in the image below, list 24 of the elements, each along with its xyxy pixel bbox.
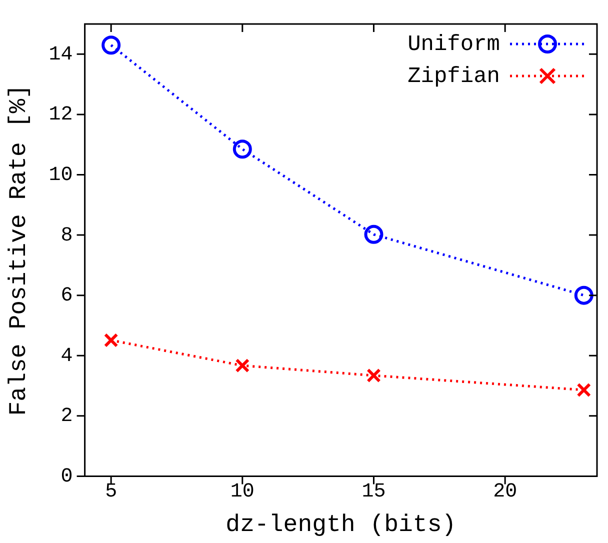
y-tick-label: 8 — [60, 224, 73, 248]
y-axis-title: False Positive Rate [%] — [6, 84, 33, 416]
x-tick-label: 15 — [362, 480, 386, 504]
y-tick-label: 14 — [48, 43, 73, 66]
y-tick-label: 4 — [60, 344, 73, 368]
y-tick-label: 6 — [60, 284, 73, 308]
legend-label: Uniform — [408, 32, 500, 57]
legend-label: Zipfian — [408, 64, 500, 89]
y-tick-label: 0 — [60, 465, 73, 488]
point — [366, 368, 381, 383]
y-tick-label: 12 — [48, 104, 73, 127]
point — [102, 36, 121, 55]
x-axis-title: dz-length (bits) — [226, 512, 456, 539]
point — [235, 358, 250, 373]
point — [104, 333, 118, 348]
x-tick-label: 10 — [230, 480, 254, 504]
y-tick-label: 10 — [48, 164, 73, 188]
point — [574, 286, 594, 305]
x-tick-label: 5 — [105, 480, 118, 504]
y-tick-label: 2 — [60, 405, 73, 428]
point — [232, 140, 252, 159]
point — [576, 382, 592, 398]
x-tick-label: 20 — [493, 480, 518, 504]
point — [364, 224, 384, 244]
